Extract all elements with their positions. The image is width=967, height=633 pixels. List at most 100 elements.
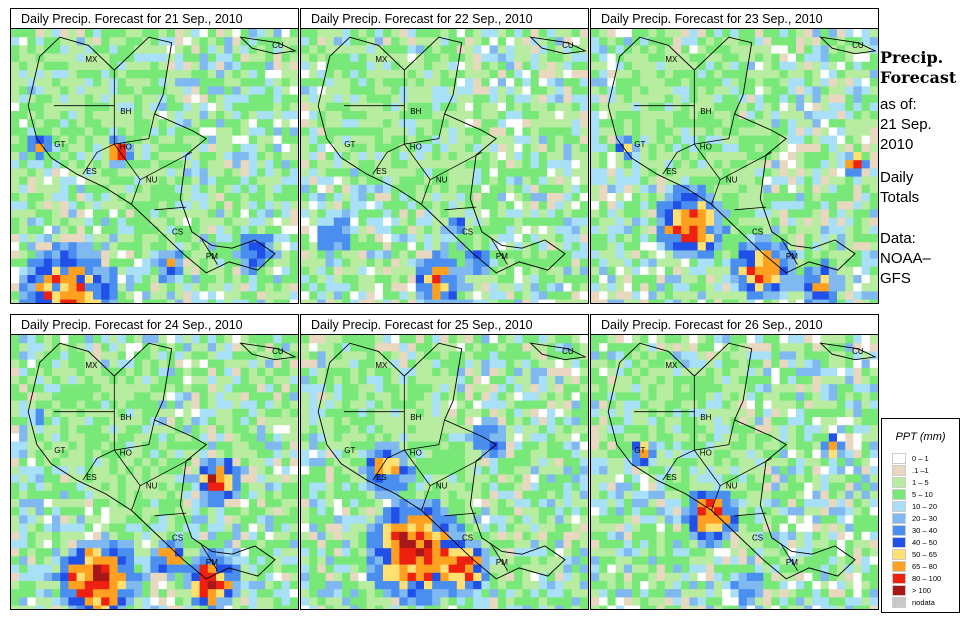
forecast-panel-24-sep: Daily Precip. Forecast for 24 Sep., 2010…	[10, 314, 299, 610]
country-label: MX	[85, 55, 98, 64]
country-border	[154, 206, 187, 211]
country-border	[720, 457, 772, 487]
precip-grid: MX CU BH GT HO ES NU CS PM	[301, 335, 588, 609]
country-label: NU	[146, 481, 158, 490]
country-label: GT	[54, 446, 65, 455]
coastline-cuba	[239, 342, 297, 361]
asof-block: as of: 21 Sep. 2010	[880, 95, 932, 155]
legend-label: 50 – 65	[912, 550, 938, 559]
country-label: GT	[344, 140, 355, 149]
country-label: ES	[376, 167, 387, 176]
precip-map: MX CU BH GT HO ES NU CS PM	[11, 29, 298, 303]
country-label: NU	[146, 175, 158, 184]
country-border	[780, 542, 798, 571]
country-label: BH	[700, 107, 711, 116]
precip-grid: MX CU BH GT HO ES NU CS PM	[591, 29, 878, 303]
country-border	[720, 151, 772, 181]
country-label: NU	[726, 175, 738, 184]
country-label: CU	[272, 41, 284, 50]
country-border	[404, 113, 445, 145]
legend-item: 10 – 20	[892, 501, 937, 512]
legend-label: 40 – 50	[912, 538, 938, 547]
legend-swatch	[892, 489, 906, 500]
country-label: ES	[86, 167, 97, 176]
forecast-panel-25-sep: Daily Precip. Forecast for 25 Sep., 2010…	[300, 314, 589, 610]
legend-label: > 100	[912, 586, 931, 595]
country-label: HO	[700, 143, 712, 152]
legend-item: 65 – 80	[892, 561, 937, 572]
country-label: HO	[700, 449, 712, 458]
legend-item: 1 – 5	[892, 477, 929, 488]
panel-title: Daily Precip. Forecast for 25 Sep., 2010	[301, 315, 588, 335]
country-label: PM	[786, 558, 798, 567]
daily-label: Daily	[880, 169, 914, 186]
country-label: GT	[634, 446, 645, 455]
legend-swatch	[892, 465, 906, 476]
country-label: MX	[85, 361, 98, 370]
country-border	[430, 151, 482, 181]
legend-swatch	[892, 477, 906, 488]
legend-label: 1 – 5	[912, 478, 929, 487]
country-label: PM	[786, 252, 798, 261]
country-label: BH	[120, 107, 131, 116]
country-label: NU	[436, 481, 448, 490]
legend-label: nodata	[912, 598, 935, 607]
country-border	[662, 411, 695, 481]
country-label: CS	[172, 534, 183, 543]
country-border	[694, 113, 735, 145]
country-label: GT	[54, 140, 65, 149]
legend-swatch	[892, 453, 906, 464]
country-label: CU	[562, 347, 574, 356]
coastline	[607, 342, 856, 580]
precip-legend: PPT (mm) 0 – 1 .1 –1 1 – 5 5 – 10 10 – 20 20 …	[881, 418, 960, 613]
country-border	[154, 512, 187, 517]
panel-title: Daily Precip. Forecast for 23 Sep., 2010	[591, 9, 878, 29]
country-border	[490, 542, 508, 571]
country-border	[140, 457, 192, 487]
precip-map: MX CU BH GT HO ES NU CS PM	[11, 335, 298, 609]
coastline-cuba	[819, 342, 877, 361]
asof-date: 21 Sep.	[880, 116, 932, 133]
country-border	[113, 449, 141, 511]
panel-title: Daily Precip. Forecast for 24 Sep., 2010	[11, 315, 298, 335]
legend-item: 20 – 30	[892, 513, 937, 524]
legend-swatch	[892, 501, 906, 512]
legend-label: 5 – 10	[912, 490, 933, 499]
panel-title: Daily Precip. Forecast for 26 Sep., 2010	[591, 315, 878, 335]
country-label: PM	[206, 252, 218, 261]
asof-label: as of:	[880, 96, 917, 113]
precip-grid: MX CU BH GT HO ES NU CS PM	[301, 29, 588, 303]
country-border	[444, 512, 477, 517]
data-label: Data:	[880, 230, 916, 247]
country-border	[114, 419, 155, 451]
country-label: BH	[120, 413, 131, 422]
coastline	[607, 36, 856, 274]
precip-grid: MX CU BH GT HO ES NU CS PM	[591, 335, 878, 609]
country-label: GT	[634, 140, 645, 149]
country-label: MX	[375, 361, 388, 370]
legend-label: 65 – 80	[912, 562, 938, 571]
panel-title: Daily Precip. Forecast for 21 Sep., 2010	[11, 9, 298, 29]
forecast-panel-26-sep: Daily Precip. Forecast for 26 Sep., 2010…	[590, 314, 879, 610]
daily-totals-block: Daily Totals	[880, 168, 919, 208]
country-border	[734, 206, 767, 211]
legend-item: 5 – 10	[892, 489, 933, 500]
legend-item: nodata	[892, 597, 935, 608]
legend-swatch	[892, 537, 906, 548]
country-border	[662, 105, 695, 175]
country-label: CU	[562, 41, 574, 50]
legend-item: 80 – 100	[892, 573, 941, 584]
legend-item: 50 – 65	[892, 549, 937, 560]
forecast-panel-21-sep: Daily Precip. Forecast for 21 Sep., 2010…	[10, 8, 299, 304]
country-border	[114, 113, 155, 145]
asof-year: 2010	[880, 136, 914, 153]
country-label: GT	[344, 446, 355, 455]
country-border	[82, 411, 115, 481]
country-label: PM	[206, 558, 218, 567]
country-label: CS	[172, 228, 183, 237]
forecast-panel-22-sep: Daily Precip. Forecast for 22 Sep., 2010…	[300, 8, 589, 304]
country-border	[82, 105, 115, 175]
country-border	[372, 105, 405, 175]
source-name: NOAA–	[880, 250, 931, 267]
legend-swatch	[892, 561, 906, 572]
